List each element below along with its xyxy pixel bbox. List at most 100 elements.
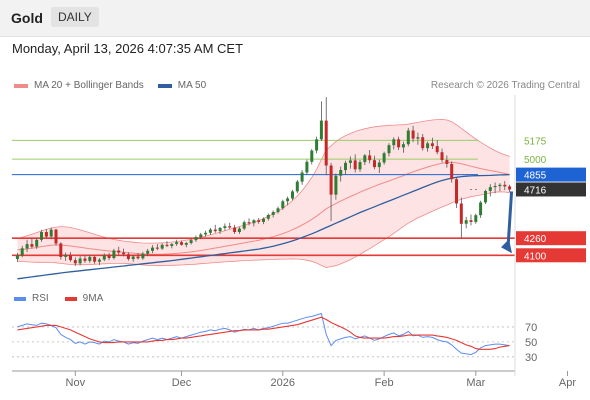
candle-body [469, 220, 473, 222]
candle-body [189, 240, 193, 243]
candle-body [117, 250, 121, 253]
candle-body [180, 242, 183, 245]
legend-rsi: RSI [14, 293, 49, 304]
candle-body [315, 139, 319, 151]
candle-body [15, 255, 19, 259]
rsi-level-label-50: 50 [525, 337, 537, 349]
level-label-4100: 4100 [524, 251, 547, 262]
candle-body [324, 120, 328, 166]
candle-body [508, 186, 512, 190]
timestamp: Monday, April 13, 2026 4:07:35 AM CET [12, 41, 244, 56]
candle-body [498, 184, 502, 187]
x-tick-label-2026: 2026 [271, 377, 295, 389]
candle-body [373, 160, 376, 168]
ma50-line [17, 173, 510, 280]
level-label-5175: 5175 [524, 136, 547, 147]
candle-body [131, 256, 135, 260]
candle-body [430, 143, 434, 147]
candle-body [97, 259, 101, 262]
candle-body [406, 130, 410, 145]
candle-body [382, 153, 386, 163]
candle-body [377, 162, 381, 168]
candle-body [160, 244, 164, 249]
candle-body [88, 256, 92, 261]
candle-body [392, 139, 396, 146]
candle-body [484, 191, 487, 203]
candle-body [421, 137, 425, 149]
candle-body [479, 202, 483, 216]
candle-body [59, 243, 63, 257]
candle-body [387, 145, 391, 154]
candle-body [208, 229, 212, 233]
candle-body [102, 255, 106, 260]
bollinger-label: MA 20 + Bollinger Bands [34, 80, 144, 91]
legend-9ma: 9MA [64, 293, 104, 304]
candle-body [141, 253, 145, 259]
candle-body [136, 256, 140, 259]
ma50-label: MA 50 [177, 80, 207, 91]
candle-body [242, 222, 246, 229]
ma9-label: 9MA [82, 293, 104, 304]
candle-body [397, 139, 401, 148]
bollinger-swatch [14, 83, 28, 88]
candle-body [493, 186, 497, 188]
level-label-4855: 4855 [524, 171, 547, 182]
candle-body [170, 244, 174, 246]
candle-body [271, 212, 275, 215]
candle-body [411, 130, 415, 139]
candle-body [252, 220, 256, 224]
rsi-level-label-70: 70 [525, 322, 537, 334]
projection-arrow [506, 191, 514, 248]
level-tag-4855 [516, 167, 586, 182]
candle-body [218, 228, 222, 232]
candle-body [440, 152, 444, 160]
candle-body [459, 203, 463, 224]
chart-header: Gold DAILY [0, 0, 590, 37]
candle-body [194, 237, 198, 241]
legend-ma50: MA 50 [157, 80, 207, 91]
rsi-label: RSI [32, 293, 49, 304]
candle-body [305, 161, 309, 173]
candle-body [213, 229, 217, 232]
candle-body [165, 244, 169, 246]
candle-body [184, 243, 188, 245]
level-tag-4100 [516, 248, 586, 263]
candle-body [310, 150, 314, 162]
ma50-swatch [157, 83, 172, 88]
candle-body [83, 258, 87, 261]
candle-body [295, 181, 299, 192]
symbol-title: Gold [11, 10, 43, 26]
candle-body [247, 222, 251, 224]
candle-body [368, 155, 372, 161]
x-tick-label-Mar: Mar [466, 377, 485, 389]
candle-body [488, 187, 492, 191]
candle-body [155, 247, 159, 249]
candle-body [93, 256, 97, 262]
candle-body [474, 215, 478, 222]
timeframe-badge[interactable]: DAILY [51, 7, 99, 27]
legend-bollinger: MA 20 + Bollinger Bands [14, 80, 144, 91]
candle-body [122, 252, 126, 255]
level-label-4716: 4716 [524, 185, 547, 196]
candle-body [64, 255, 68, 257]
candle-body [363, 155, 367, 163]
candle-body [450, 163, 454, 180]
level-label-5000: 5000 [524, 155, 547, 166]
candle-body [228, 226, 232, 228]
candle-body [464, 220, 468, 224]
candle-body [73, 260, 77, 264]
ma20-line [17, 161, 510, 255]
rsi-level-label-30: 30 [525, 352, 537, 364]
candle-body [40, 232, 43, 240]
candle-body [319, 120, 323, 140]
candle-body [78, 258, 82, 264]
candle-body [281, 201, 285, 209]
candle-body [25, 244, 29, 249]
candle-body [20, 248, 24, 256]
x-tick-label-Feb: Feb [375, 377, 394, 389]
candle-body [291, 191, 294, 199]
candle-body [49, 229, 53, 237]
candle-body [300, 172, 304, 182]
candle-body [257, 220, 261, 222]
